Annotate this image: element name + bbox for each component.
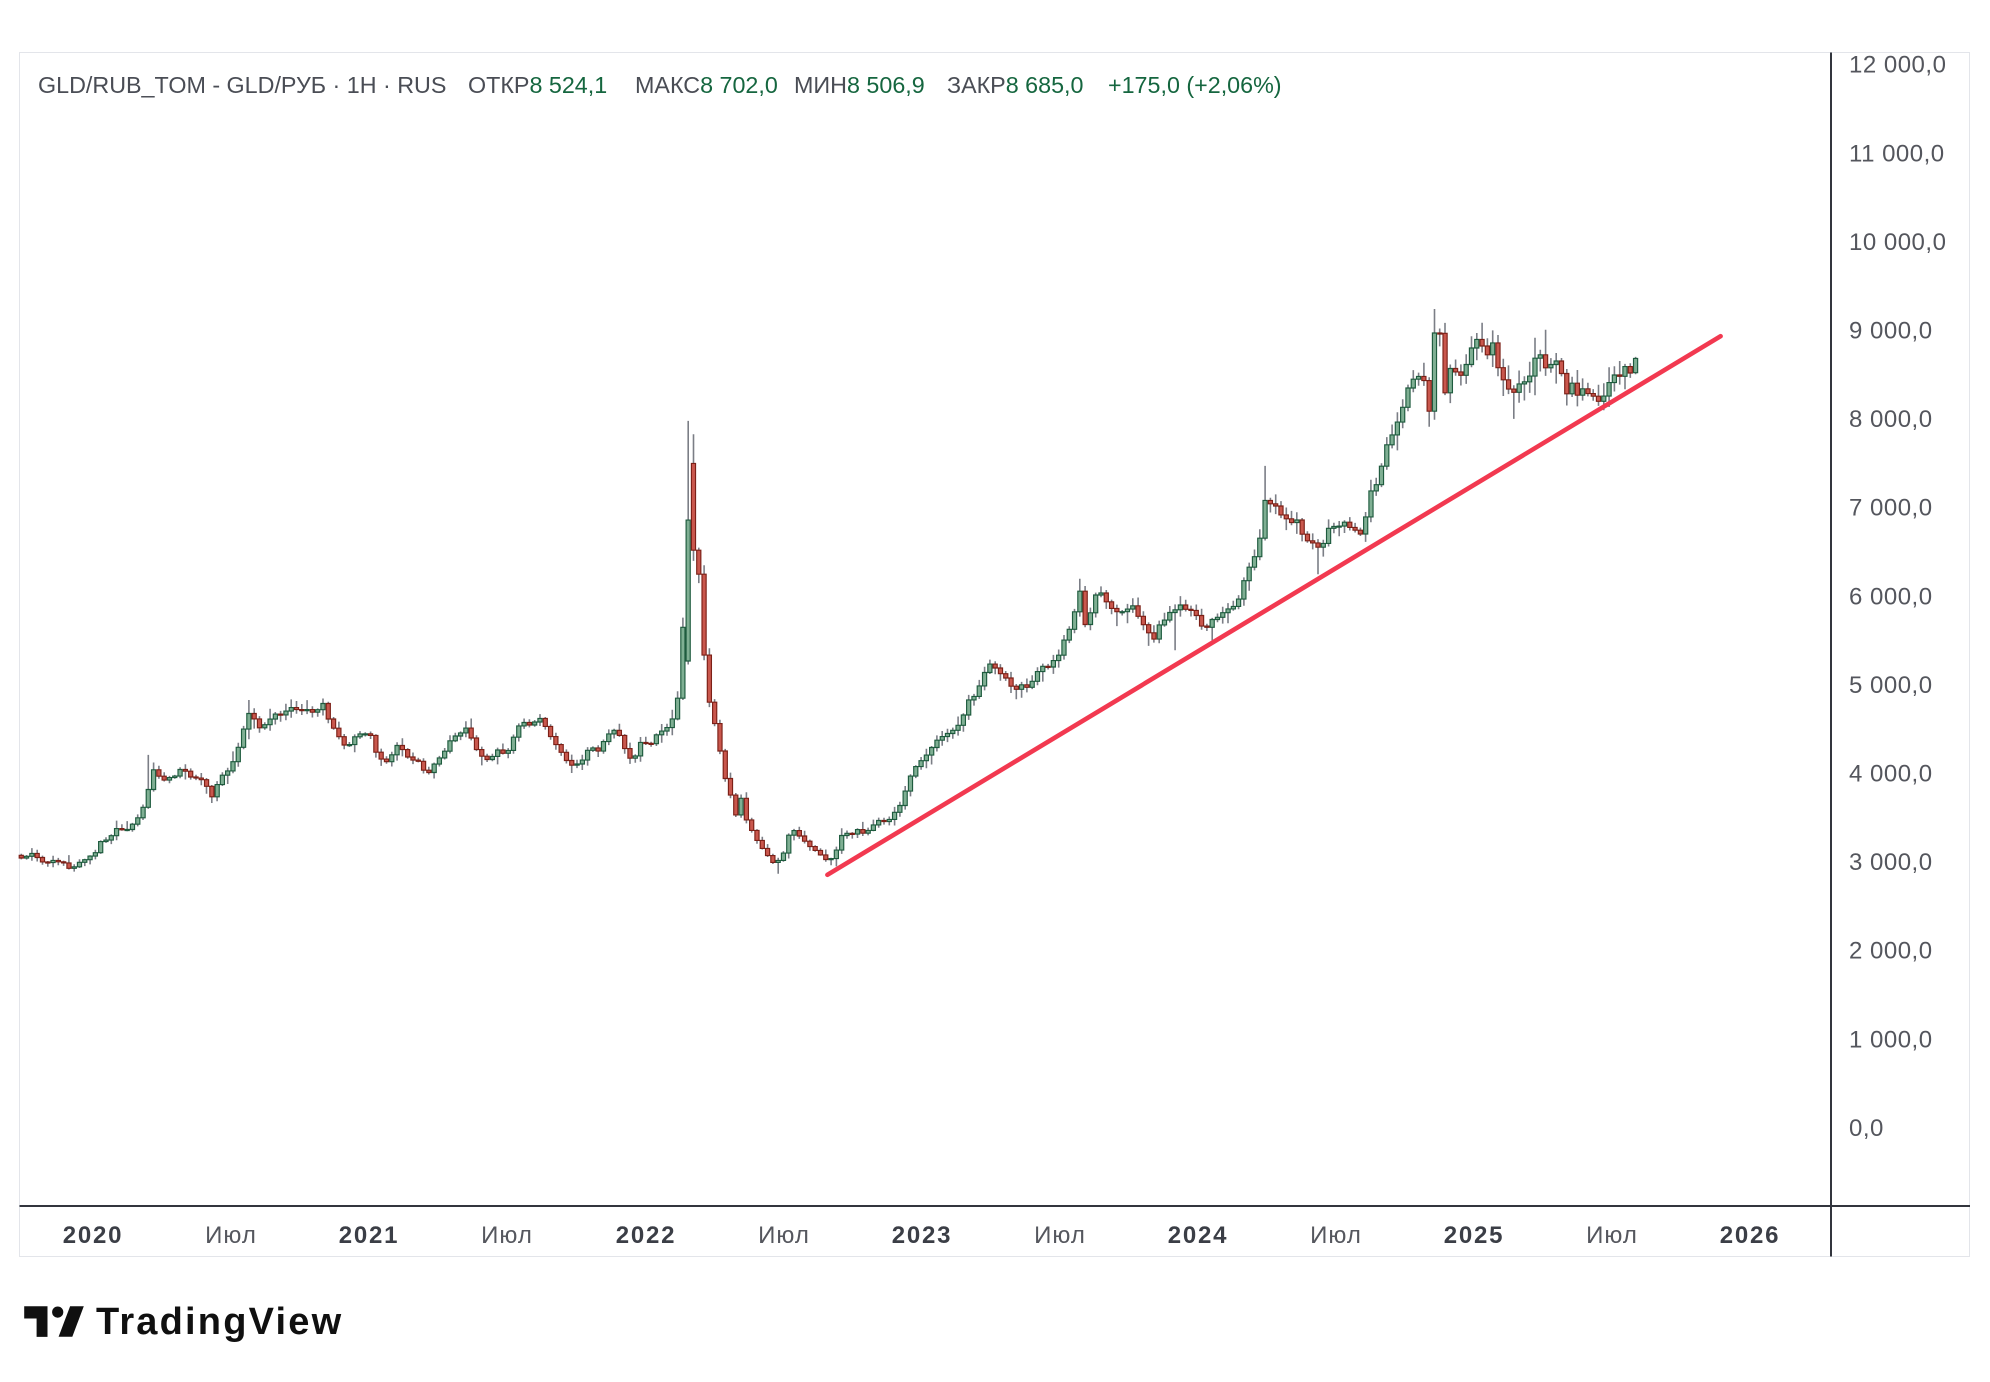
svg-text:8 000,0: 8 000,0 <box>1849 406 1933 433</box>
svg-text:ЗАКР8 685,0: ЗАКР8 685,0 <box>947 72 1084 98</box>
svg-text:Июл: Июл <box>1310 1222 1362 1249</box>
svg-text:5 000,0: 5 000,0 <box>1849 672 1933 699</box>
svg-text:TradingView: TradingView <box>96 1301 343 1343</box>
svg-text:12 000,0: 12 000,0 <box>1849 52 1946 79</box>
svg-text:МАКС8 702,0: МАКС8 702,0 <box>635 72 778 98</box>
svg-text:2024: 2024 <box>1168 1222 1229 1249</box>
svg-text:6 000,0: 6 000,0 <box>1849 583 1933 610</box>
svg-text:Июл: Июл <box>1034 1222 1086 1249</box>
svg-text:Июл: Июл <box>205 1222 257 1249</box>
svg-text:10 000,0: 10 000,0 <box>1849 229 1946 256</box>
svg-text:1 000,0: 1 000,0 <box>1849 1026 1933 1053</box>
svg-text:МИН8 506,9: МИН8 506,9 <box>794 72 925 98</box>
svg-text:ОТКР8 524,1: ОТКР8 524,1 <box>468 72 607 98</box>
svg-text:2 000,0: 2 000,0 <box>1849 938 1933 965</box>
svg-text:0,0: 0,0 <box>1849 1115 1884 1142</box>
svg-text:9 000,0: 9 000,0 <box>1849 318 1933 345</box>
svg-text:7 000,0: 7 000,0 <box>1849 495 1933 522</box>
svg-text:+175,0 (+2,06%): +175,0 (+2,06%) <box>1108 72 1282 98</box>
svg-text:2025: 2025 <box>1444 1222 1505 1249</box>
svg-text:2022: 2022 <box>616 1222 677 1249</box>
svg-text:2021: 2021 <box>339 1222 400 1249</box>
svg-text:2020: 2020 <box>63 1222 124 1249</box>
svg-text:4 000,0: 4 000,0 <box>1849 761 1933 788</box>
svg-text:Июл: Июл <box>1586 1222 1638 1249</box>
svg-text:Июл: Июл <box>758 1222 810 1249</box>
svg-text:GLD/RUB_TOM - GLD/РУБ · 1Н · R: GLD/RUB_TOM - GLD/РУБ · 1Н · RUS <box>38 72 446 98</box>
svg-text:2026: 2026 <box>1720 1222 1781 1249</box>
svg-text:2023: 2023 <box>892 1222 953 1249</box>
svg-text:Июл: Июл <box>481 1222 533 1249</box>
svg-text:11 000,0: 11 000,0 <box>1849 140 1945 167</box>
svg-text:3 000,0: 3 000,0 <box>1849 849 1933 876</box>
